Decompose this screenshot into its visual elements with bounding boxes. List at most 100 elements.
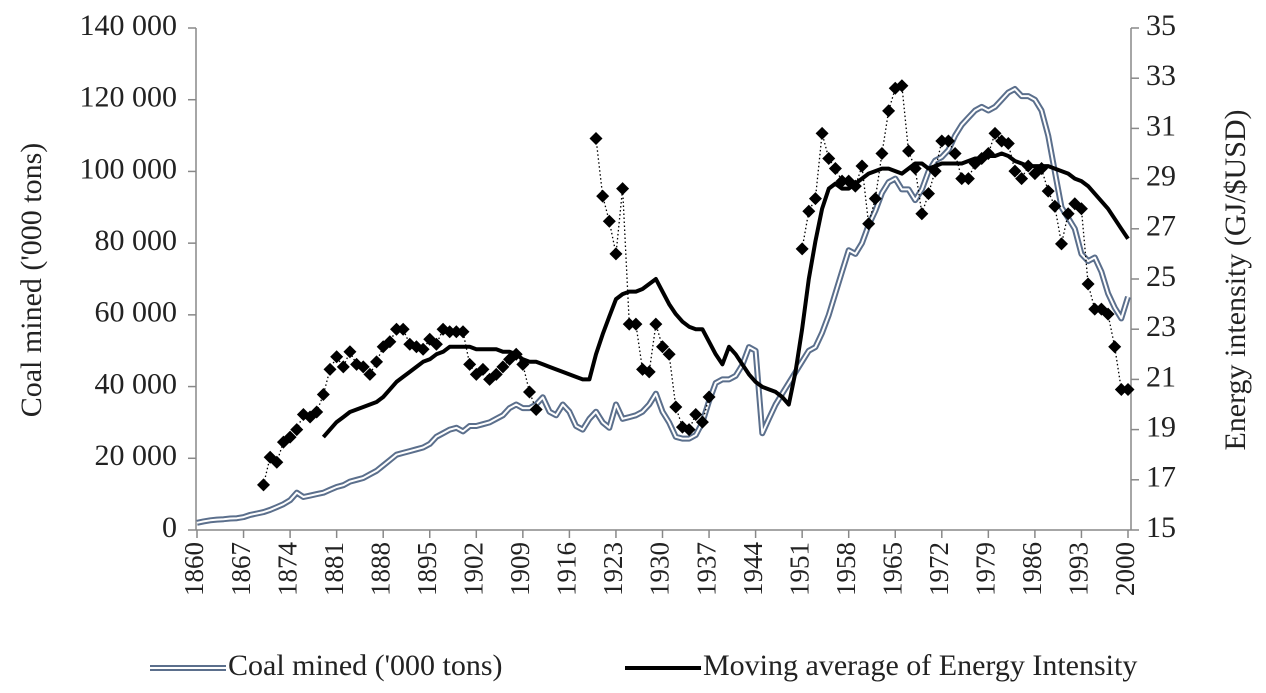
intensity-point — [330, 350, 344, 364]
x-tick-label: 1972 — [924, 542, 954, 596]
y2-tick-label: 31 — [1146, 109, 1176, 142]
x-tick-label: 1930 — [645, 542, 675, 596]
intensity-point — [496, 360, 510, 374]
y2-tick-label: 21 — [1146, 360, 1176, 393]
intensity-point — [815, 126, 829, 140]
x-tick-label: 1895 — [412, 542, 442, 596]
y-tick-label: 140 000 — [80, 9, 178, 42]
intensity-point — [695, 415, 709, 429]
intensity-point — [689, 408, 703, 422]
intensity-point — [1001, 136, 1015, 150]
intensity-point — [629, 317, 643, 331]
intensity-dotted-line — [262, 84, 1128, 485]
y2-tick-label: 33 — [1146, 59, 1176, 92]
y2-tick-label: 35 — [1146, 9, 1176, 42]
intensity-point — [862, 217, 876, 231]
intensity-point — [416, 342, 430, 356]
intensity-point — [855, 159, 869, 173]
x-tick-label: 1902 — [459, 542, 489, 596]
intensity-point — [257, 478, 270, 492]
y2-tick-label: 23 — [1146, 310, 1176, 343]
intensity-point — [875, 147, 889, 160]
intensity-point — [961, 172, 975, 186]
x-tick-label: 1944 — [738, 542, 768, 597]
legend-label: Coal mined ('000 tons) — [228, 649, 503, 682]
x-tick-label: 1951 — [784, 542, 814, 596]
x-tick-label: 1874 — [272, 542, 302, 597]
intensity-point — [1041, 184, 1055, 198]
intensity-point — [656, 340, 669, 354]
intensity-point — [449, 325, 463, 339]
intensity-point — [396, 322, 410, 336]
intensity-point — [702, 390, 716, 404]
intensity-point — [1055, 237, 1068, 251]
intensity-point — [682, 423, 696, 437]
y-tick-label: 40 000 — [95, 367, 178, 400]
intensity-point — [795, 242, 809, 256]
intensity-point — [609, 247, 623, 261]
y-tick-label: 20 000 — [95, 439, 178, 472]
intensity-point — [988, 126, 1002, 140]
intensity-point — [1015, 172, 1029, 186]
intensity-point — [476, 362, 490, 376]
intensity-point — [429, 337, 443, 351]
y2-axis-title: Energy intensity (GJ/$USD) — [1219, 109, 1252, 450]
intensity-point — [1121, 382, 1135, 396]
intensity-point — [589, 131, 603, 145]
intensity-point — [808, 192, 822, 206]
y-tick-label: 120 000 — [80, 81, 178, 114]
intensity-point — [390, 322, 403, 336]
y2-tick-label: 15 — [1146, 511, 1176, 544]
intensity-point — [310, 405, 324, 419]
moving-average-line — [321, 151, 1130, 439]
intensity-point — [662, 347, 676, 361]
y2-tick-label: 27 — [1146, 210, 1176, 243]
x-tick-label: 1986 — [1017, 542, 1047, 596]
coal-line-inner — [196, 88, 1129, 524]
x-tick-label: 1867 — [226, 542, 256, 596]
intensity-point — [1114, 382, 1128, 396]
intensity-point — [1081, 277, 1095, 291]
intensity-point — [316, 387, 330, 401]
intensity-point — [948, 147, 962, 160]
intensity-point — [622, 317, 636, 331]
intensity-point — [935, 134, 949, 148]
intensity-point — [596, 189, 610, 203]
intensity-point — [1108, 340, 1122, 354]
y2-tick-label: 29 — [1146, 159, 1176, 192]
x-tick-label: 1937 — [691, 542, 721, 596]
x-tick-label: 1888 — [365, 542, 395, 596]
intensity-point — [456, 325, 470, 339]
intensity-point — [1061, 207, 1075, 221]
intensity-point — [1008, 164, 1022, 178]
intensity-point — [323, 362, 337, 376]
intensity-point — [489, 367, 503, 381]
legend-label: Moving average of Energy Intensity — [703, 649, 1137, 682]
intensity-point — [915, 207, 929, 221]
y-tick-label: 0 — [162, 511, 177, 544]
intensity-point — [1048, 199, 1062, 213]
intensity-point — [802, 204, 816, 218]
x-tick-label: 1993 — [1064, 542, 1094, 596]
intensity-point — [270, 455, 284, 469]
y2-tick-label: 19 — [1146, 410, 1176, 443]
intensity-point — [868, 192, 882, 206]
intensity-point — [602, 214, 616, 228]
x-tick-label: 1860 — [179, 542, 209, 596]
intensity-point — [1101, 307, 1115, 321]
intensity-point — [902, 144, 916, 158]
x-tick-label: 1958 — [831, 542, 861, 596]
intensity-point — [383, 335, 397, 349]
intensity-point — [343, 345, 357, 359]
intensity-point — [443, 325, 457, 339]
y2-tick-label: 25 — [1146, 260, 1176, 293]
intensity-point — [922, 187, 935, 201]
intensity-point — [356, 360, 370, 374]
y-tick-label: 80 000 — [95, 224, 178, 257]
intensity-point — [463, 357, 477, 371]
intensity-point — [882, 104, 896, 118]
intensity-point — [370, 355, 384, 369]
x-tick-label: 1979 — [971, 542, 1001, 596]
x-tick-label: 1909 — [505, 542, 535, 596]
